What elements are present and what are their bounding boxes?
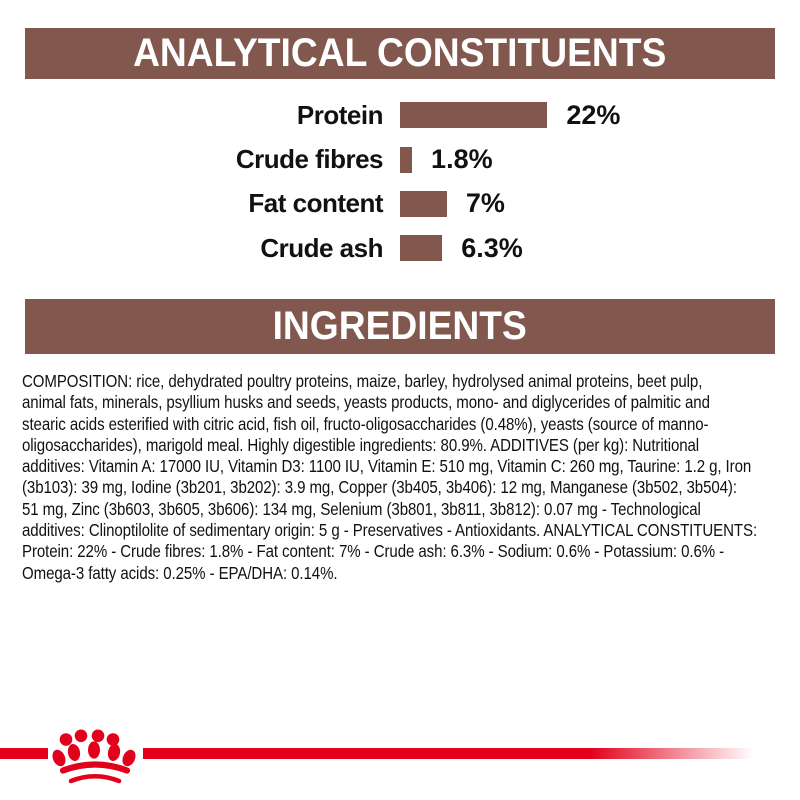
chart-category-label: Crude ash (260, 232, 383, 263)
composition-line: additives: Clinoptilolite of sedimentary… (22, 520, 758, 541)
chart-bar (400, 190, 447, 217)
ingredients-header: INGREDIENTS (25, 299, 775, 354)
composition-text: COMPOSITION: rice, dehydrated poultry pr… (22, 371, 792, 584)
chart-value-label: 1.8% (431, 144, 493, 175)
chart-value-label: 6.3% (461, 232, 523, 263)
composition-line: oligosaccharides), marigold meal. Highly… (22, 434, 700, 455)
chart-value-label: 7% (465, 188, 505, 219)
chart-category-label: Protein (296, 99, 384, 130)
chart-row: Crude fibres 1.8% (0, 137, 800, 181)
composition-line: (3b103): 39 mg, Iodine (3b201, 3b202): 3… (22, 477, 737, 498)
composition-line: animal fats, minerals, psyllium husks an… (22, 392, 710, 413)
analytical-constituents-title: ANALYTICAL CONSTITUENTS (133, 31, 667, 75)
red-band-right (143, 748, 800, 759)
royal-canin-crown-logo (52, 729, 136, 784)
chart-bar (400, 102, 548, 129)
composition-line: Protein: 22% - Crude fibres: 1.8% - Fat … (22, 541, 725, 562)
composition-line: Omega-3 fatty acids: 0.25% - EPA/DHA: 0.… (22, 562, 338, 583)
composition-line: 51 mg, Zinc (3b603, 3b605, 3b606): 134 m… (22, 498, 701, 519)
red-band-left (0, 748, 48, 759)
chart-row: Protein 22% (0, 93, 800, 137)
analytical-constituents-header: ANALYTICAL CONSTITUENTS (25, 28, 775, 79)
chart-value-label: 22% (566, 99, 621, 130)
composition-line: additives: Vitamin A: 17000 IU, Vitamin … (22, 456, 752, 477)
chart-row: Crude ash 6.3% (0, 226, 800, 270)
ingredients-title: INGREDIENTS (272, 304, 528, 348)
analytical-chart: Protein 22% Crude fibres 1.8% Fat content 7% C… (0, 93, 800, 271)
chart-category-label: Crude fibres (235, 144, 384, 175)
composition-line: COMPOSITION: rice, dehydrated poultry pr… (22, 371, 703, 391)
chart-row: Fat content 7% (0, 182, 800, 226)
composition-line: stearic acids esterified with citric aci… (22, 413, 709, 434)
chart-bar (400, 146, 413, 173)
chart-category-label: Fat content (248, 188, 383, 219)
chart-bar (400, 235, 443, 262)
